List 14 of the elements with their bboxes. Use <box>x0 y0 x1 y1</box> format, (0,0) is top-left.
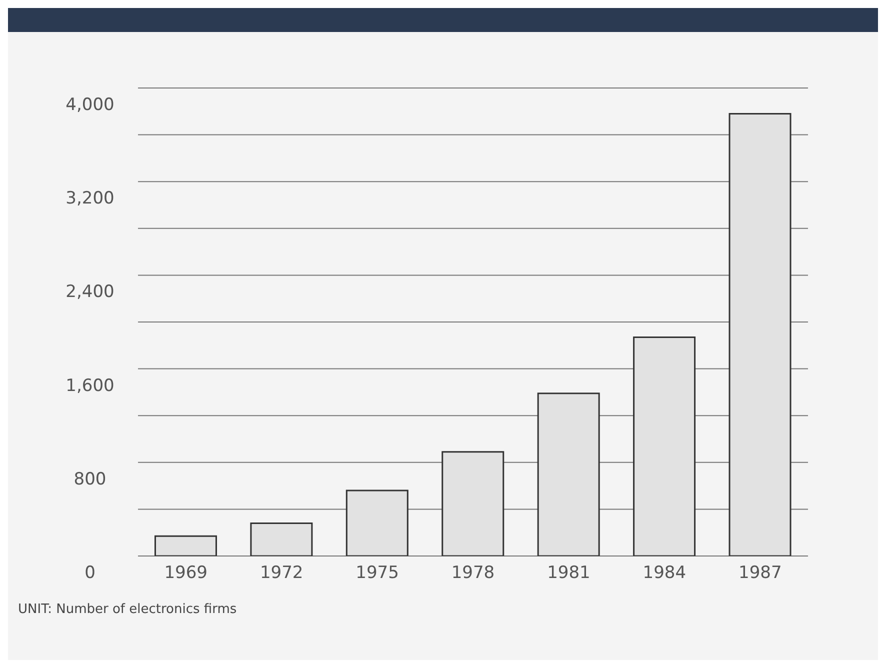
x-tick-label: 1969 <box>164 563 208 583</box>
y-tick-label: 1,600 <box>66 376 114 396</box>
y-tick-label: 4,000 <box>66 95 114 115</box>
y-tick-label: 3,200 <box>66 188 114 209</box>
y-tick-label: 2,400 <box>66 282 114 302</box>
text: UNIT: Number of electronics firms <box>18 602 237 617</box>
x-tick-label: 1981 <box>547 563 590 583</box>
x-tick-label: 1978 <box>451 563 495 583</box>
x-tick-label: 1987 <box>738 563 782 583</box>
y-tick-label: 0 <box>84 563 96 583</box>
x-tick-label: 1972 <box>260 563 304 583</box>
x-tick-label: 1975 <box>356 563 399 583</box>
x-tick-label: 1984 <box>642 563 686 583</box>
y-tick-label: 800 <box>74 469 106 490</box>
